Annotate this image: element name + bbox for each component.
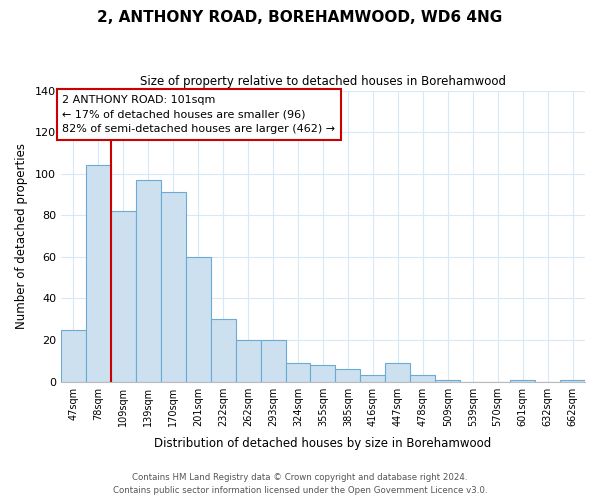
Text: Contains HM Land Registry data © Crown copyright and database right 2024.
Contai: Contains HM Land Registry data © Crown c…	[113, 474, 487, 495]
Bar	[260, 340, 286, 382]
Bar	[410, 376, 435, 382]
X-axis label: Distribution of detached houses by size in Borehamwood: Distribution of detached houses by size …	[154, 437, 491, 450]
Bar	[111, 211, 136, 382]
Text: 2, ANTHONY ROAD, BOREHAMWOOD, WD6 4NG: 2, ANTHONY ROAD, BOREHAMWOOD, WD6 4NG	[97, 10, 503, 25]
Title: Size of property relative to detached houses in Borehamwood: Size of property relative to detached ho…	[140, 75, 506, 88]
Bar	[361, 376, 385, 382]
Bar	[560, 380, 585, 382]
Bar	[435, 380, 460, 382]
Bar	[186, 257, 211, 382]
Bar	[510, 380, 535, 382]
Bar	[310, 365, 335, 382]
Bar	[211, 320, 236, 382]
Bar	[286, 363, 310, 382]
Bar	[236, 340, 260, 382]
Y-axis label: Number of detached properties: Number of detached properties	[15, 143, 28, 329]
Bar	[136, 180, 161, 382]
Bar	[335, 369, 361, 382]
Bar	[61, 330, 86, 382]
Bar	[385, 363, 410, 382]
Bar	[161, 192, 186, 382]
Bar	[86, 166, 111, 382]
Text: 2 ANTHONY ROAD: 101sqm
← 17% of detached houses are smaller (96)
82% of semi-det: 2 ANTHONY ROAD: 101sqm ← 17% of detached…	[62, 94, 335, 134]
